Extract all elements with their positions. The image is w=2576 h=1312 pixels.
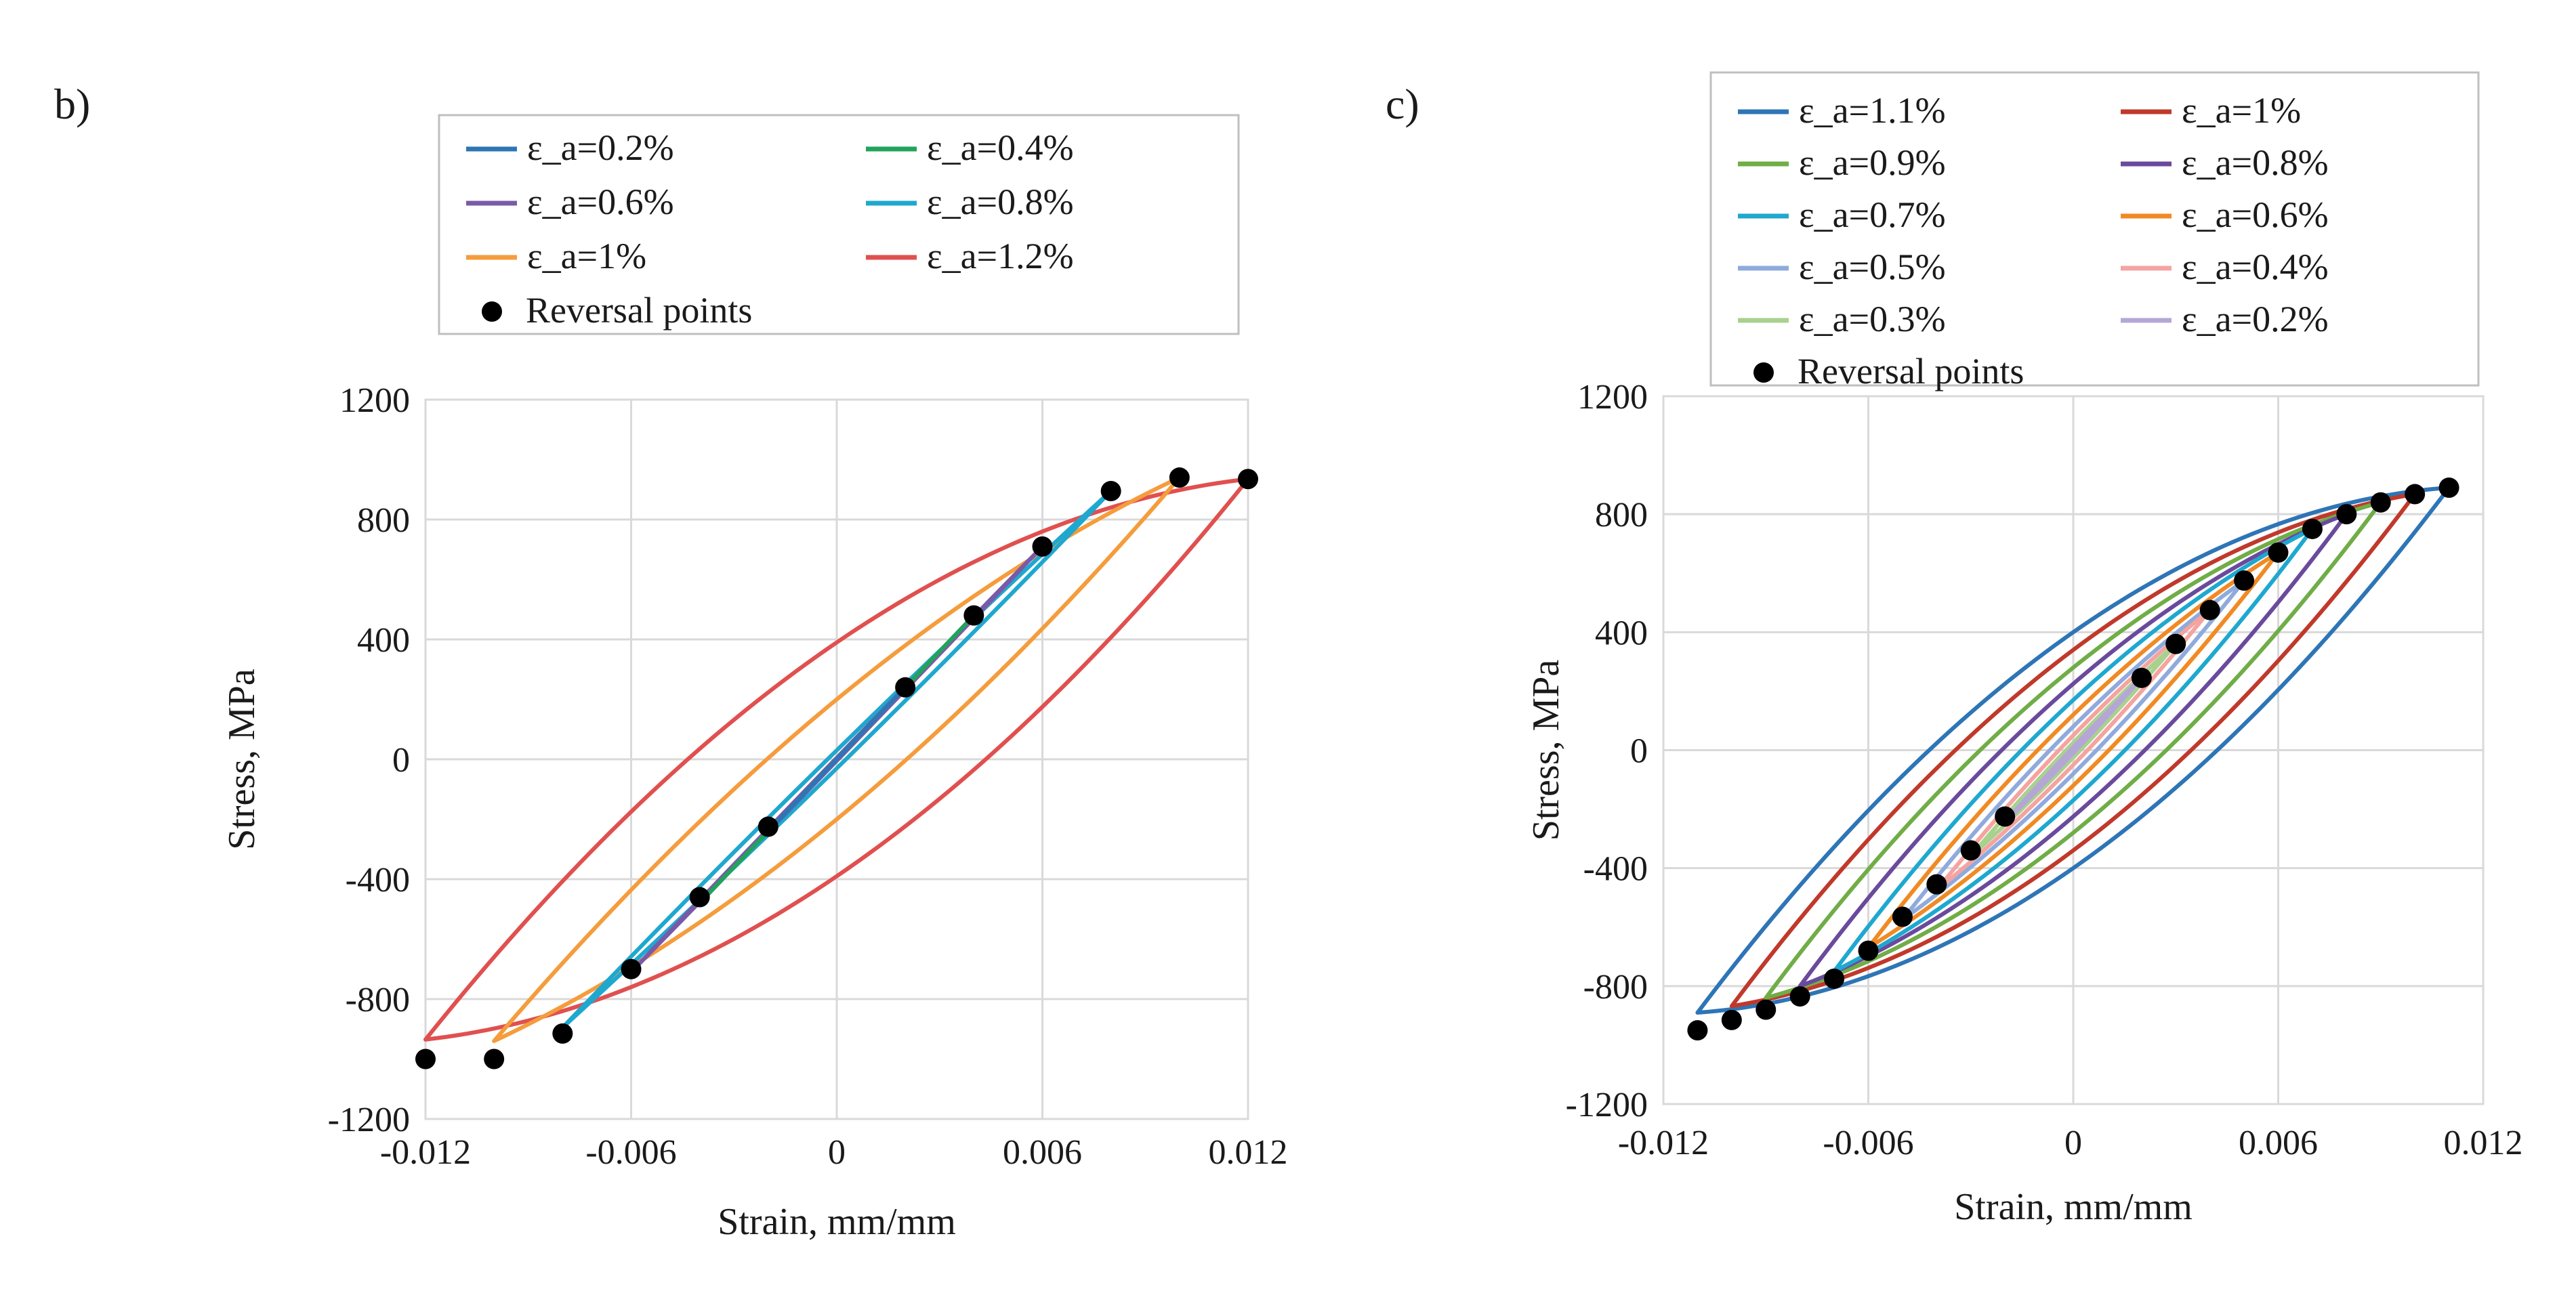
reversal-point-marker bbox=[1032, 536, 1053, 557]
legend-label: ε_a=0.2% bbox=[2182, 299, 2329, 339]
legend-label: ε_a=0.6% bbox=[527, 182, 674, 222]
reversal-point-marker bbox=[1824, 968, 1845, 989]
reversal-point-marker bbox=[2405, 484, 2426, 505]
legend-label: ε_a=0.8% bbox=[2182, 142, 2329, 183]
y-tick-label: 400 bbox=[357, 621, 410, 660]
reversal-point-marker bbox=[2438, 477, 2459, 498]
x-tick-label: -0.012 bbox=[1618, 1124, 1709, 1162]
y-tick-label: -1200 bbox=[1566, 1086, 1648, 1124]
legend-label: Reversal points bbox=[1798, 351, 2024, 392]
legend-marker-icon bbox=[1753, 362, 1774, 383]
legend-label: ε_a=0.6% bbox=[2182, 194, 2329, 235]
reversal-point-marker bbox=[484, 1049, 505, 1070]
legend-label: ε_a=0.7% bbox=[1799, 194, 1946, 235]
legend-label: ε_a=0.9% bbox=[1799, 142, 1946, 183]
x-tick-label: 0.006 bbox=[1003, 1133, 1082, 1172]
reversal-point-marker bbox=[2234, 570, 2255, 591]
legend-label: ε_a=0.4% bbox=[2182, 247, 2329, 287]
y-tick-label: 1200 bbox=[1577, 378, 1648, 417]
reversal-point-marker bbox=[2199, 599, 2220, 620]
reversal-point-marker bbox=[1687, 1020, 1708, 1041]
x-tick-label: 0.012 bbox=[2444, 1124, 2523, 1162]
reversal-point-marker bbox=[1756, 999, 1777, 1020]
panel-c: c) -1200 -800 -400 0 400 800 1200 -0.012 -0.006 0 0… bbox=[1386, 71, 2523, 1228]
x-tick-label: -0.006 bbox=[1823, 1124, 1913, 1162]
x-tick-label: 0 bbox=[828, 1133, 846, 1172]
panel-b: b) -1200 -800 -400 0 400 800 1200 -0.012 -0.006 0 0… bbox=[54, 80, 1288, 1243]
legend-marker-icon bbox=[482, 301, 502, 322]
y-tick-label: 400 bbox=[1595, 614, 1648, 652]
reversal-point-marker bbox=[1238, 469, 1258, 490]
reversal-point-marker bbox=[1960, 840, 1981, 861]
y-tick-label: 800 bbox=[1595, 496, 1648, 534]
reversal-point-marker bbox=[1100, 480, 1121, 501]
legend-box bbox=[438, 114, 1240, 335]
reversal-point-marker bbox=[1892, 906, 1913, 927]
legend-label: ε_a=0.2% bbox=[527, 127, 674, 168]
y-tick-label: 0 bbox=[1630, 732, 1648, 771]
reversal-point-marker bbox=[1995, 806, 2016, 827]
reversal-point-marker bbox=[2370, 492, 2391, 513]
x-axis-label: Strain, mm/mm bbox=[718, 1201, 956, 1243]
reversal-point-marker bbox=[2131, 667, 2152, 688]
x-tick-label: -0.006 bbox=[585, 1133, 676, 1172]
y-tick-label: -800 bbox=[1583, 968, 1648, 1007]
reversal-point-marker bbox=[2268, 542, 2289, 563]
y-tick-label: 1200 bbox=[339, 381, 410, 420]
legend-box bbox=[1709, 71, 2480, 387]
y-tick-label: -800 bbox=[346, 981, 410, 1019]
legend-label: ε_a=1.1% bbox=[1799, 90, 1946, 131]
reversal-point-marker bbox=[552, 1023, 573, 1044]
y-tick-label: -400 bbox=[1583, 850, 1648, 889]
x-tick-label: -0.012 bbox=[380, 1133, 471, 1172]
reversal-point-marker bbox=[1721, 1009, 1742, 1030]
legend-label: ε_a=0.3% bbox=[1799, 299, 1946, 339]
legend-label: ε_a=1.2% bbox=[927, 236, 1074, 276]
x-tick-label: 0.006 bbox=[2239, 1124, 2318, 1162]
reversal-point-marker bbox=[1169, 467, 1190, 488]
legend-label: ε_a=1% bbox=[2182, 90, 2301, 131]
reversal-point-marker bbox=[415, 1049, 436, 1070]
y-axis-label: Stress, MPa bbox=[1525, 660, 1567, 841]
reversal-point-marker bbox=[757, 816, 778, 837]
reversal-point-marker bbox=[1858, 940, 1879, 961]
panel-label: b) bbox=[54, 80, 90, 128]
reversal-point-marker bbox=[2336, 504, 2357, 525]
reversal-point-marker bbox=[689, 887, 710, 908]
reversal-point-marker bbox=[2165, 633, 2186, 654]
x-tick-label: 0.012 bbox=[1209, 1133, 1288, 1172]
y-tick-label: 800 bbox=[357, 501, 410, 540]
y-tick-label: -1200 bbox=[328, 1101, 410, 1139]
x-tick-label: 0 bbox=[2064, 1124, 2082, 1162]
reversal-point-marker bbox=[621, 958, 642, 979]
reversal-point-marker bbox=[895, 677, 916, 698]
legend-label: ε_a=0.4% bbox=[927, 127, 1074, 168]
legend-label: ε_a=0.5% bbox=[1799, 247, 1946, 287]
y-axis-label: Stress, MPa bbox=[221, 669, 263, 850]
reversal-point-marker bbox=[1926, 874, 1947, 895]
y-tick-label: 0 bbox=[392, 741, 410, 780]
x-axis-label: Strain, mm/mm bbox=[1954, 1186, 2193, 1228]
legend-label: ε_a=1% bbox=[527, 236, 646, 276]
legend-label: ε_a=0.8% bbox=[927, 182, 1074, 222]
panel-label: c) bbox=[1386, 80, 1419, 128]
legend-label: Reversal points bbox=[526, 290, 752, 331]
reversal-point-marker bbox=[2302, 518, 2323, 539]
reversal-point-marker bbox=[963, 605, 984, 626]
y-tick-label: -400 bbox=[346, 861, 410, 900]
reversal-point-marker bbox=[1789, 986, 1810, 1007]
